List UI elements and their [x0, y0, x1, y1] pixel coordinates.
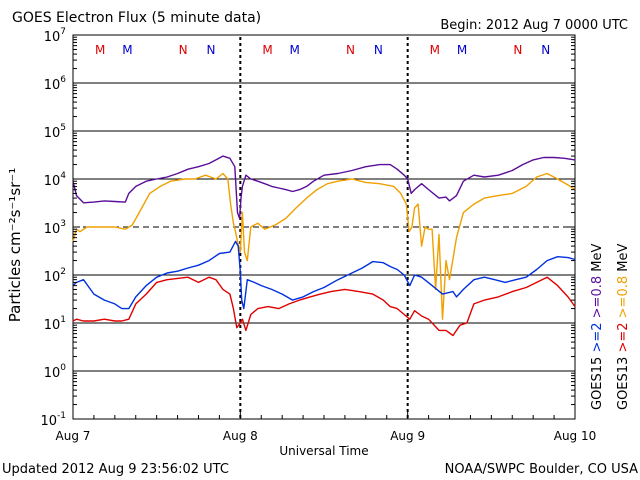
y-tick-label: 105: [44, 123, 66, 141]
y-tick-label: 101: [44, 315, 66, 333]
x-tick-label: Aug 8: [223, 429, 258, 443]
grid-lines: [73, 82, 575, 372]
begin-label: Begin: 2012 Aug 7 0000 UTC: [440, 18, 628, 33]
mn-marker: N: [179, 43, 188, 57]
mn-marker: N: [346, 43, 355, 57]
x-tick-label: Aug 10: [554, 429, 597, 443]
mn-marker: M: [95, 43, 105, 57]
mn-marker: N: [374, 43, 383, 57]
mn-marker: M: [262, 43, 272, 57]
legend-entry: >=0.8: [590, 276, 605, 323]
legend-column: GOES15 >=2 >=0.8 MeV: [590, 244, 605, 410]
y-tick-label: 100: [44, 363, 67, 381]
chart-title: GOES Electron Flux (5 minute data): [12, 10, 261, 26]
credit-label: NOAA/SWPC Boulder, CO USA: [445, 462, 638, 477]
y-tick-label: 102: [44, 267, 66, 285]
y-axis-label: Particles cm⁻²s⁻¹sr⁻¹: [6, 168, 24, 322]
y-tick-label: 106: [44, 75, 67, 93]
day-boundary-lines: [239, 37, 409, 419]
legend-entry: >=0.8: [616, 276, 631, 323]
y-tick-label: 104: [44, 171, 67, 189]
series-lines: [72, 155, 576, 337]
legend-entry: >=2: [616, 322, 631, 356]
y-tick-labels: 10-1 100 101 102 103 104 105 106 107: [40, 27, 575, 429]
updated-timestamp: Updated 2012 Aug 9 23:56:02 UTC: [2, 462, 229, 477]
legend-entry: GOES15: [590, 357, 605, 410]
mn-marker: M: [290, 43, 300, 57]
mn-marker: M: [457, 43, 467, 57]
mn-marker: N: [541, 43, 550, 57]
y-tick-label: 107: [44, 27, 66, 45]
legend-entry: >=2: [590, 322, 605, 356]
mn-marker: N: [207, 43, 216, 57]
y-tick-label: 103: [44, 219, 66, 237]
mn-marker: N: [513, 43, 522, 57]
x-axis-label: Universal Time: [279, 444, 368, 458]
mn-marker: M: [430, 43, 440, 57]
x-tick-label: Aug 9: [390, 429, 425, 443]
legend-entry: MeV: [590, 244, 605, 276]
series-line: [72, 172, 576, 320]
mn-marker: M: [122, 43, 132, 57]
series-line: [72, 155, 576, 220]
series-line: [72, 240, 576, 310]
y-tick-label: 10-1: [40, 411, 66, 429]
legend-column: GOES13 >=2 >=0.8 MeV: [616, 244, 631, 410]
series-line: [72, 276, 576, 337]
x-tick-label: Aug 7: [56, 429, 91, 443]
x-tick-labels: Aug 7 Aug 8 Aug 9 Aug 10: [56, 411, 597, 443]
legend-entry: GOES13: [616, 357, 631, 410]
legend-entry: MeV: [616, 244, 631, 276]
